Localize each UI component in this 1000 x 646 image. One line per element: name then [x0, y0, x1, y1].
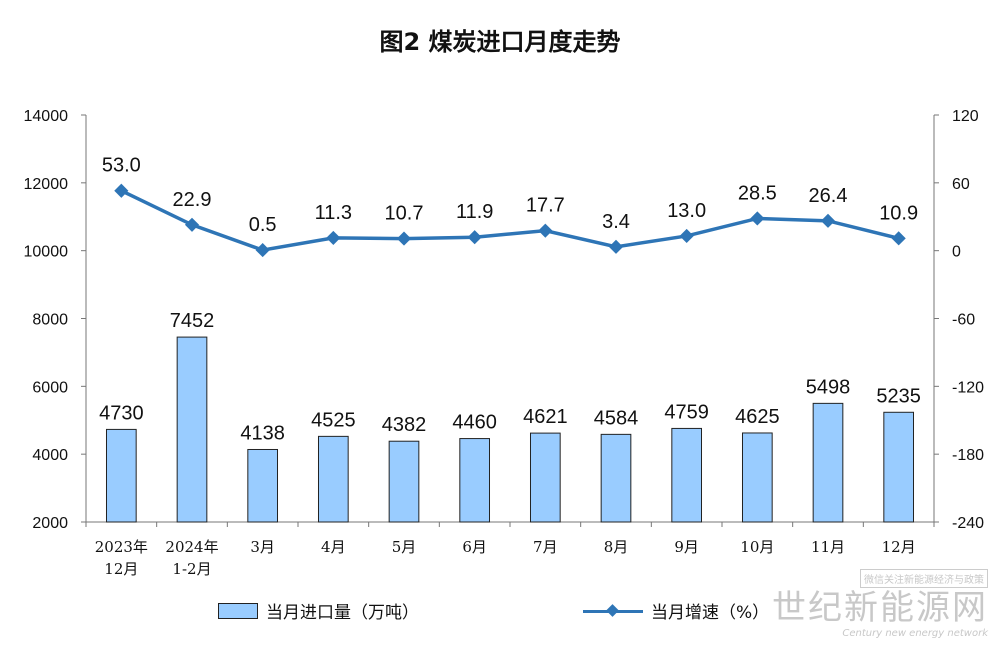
x-tick-label: 6月	[462, 538, 487, 556]
legend-line-label: 当月增速（%）	[651, 603, 770, 623]
watermark-small: 微信关注新能源经济与政策	[860, 569, 988, 588]
growth-point	[750, 211, 765, 226]
x-tick-label: 7月	[533, 538, 558, 556]
y-left-tick-label: 10000	[24, 244, 69, 261]
y-right-tick-label: 0	[952, 244, 961, 261]
bar-data-label: 4621	[523, 406, 568, 428]
x-tick-label: 3月	[250, 538, 275, 556]
bar-data-label: 7452	[170, 310, 215, 332]
bar	[812, 402, 844, 523]
legend-bar[interactable]: 当月进口量（万吨）	[218, 598, 419, 623]
x-tick-label: 9月	[674, 538, 699, 556]
growth-point	[326, 230, 341, 245]
legend-bar-swatch	[218, 602, 258, 619]
bar-data-label: 4730	[99, 402, 144, 424]
growth-point	[114, 183, 129, 198]
line-data-label: 11.9	[456, 201, 493, 223]
watermark-logo: 世纪新能源网	[772, 588, 988, 628]
legend-line[interactable]: 当月增速（%）	[583, 598, 769, 623]
growth-point	[255, 243, 270, 258]
y-left-tick-label: 8000	[32, 312, 68, 329]
bar	[883, 411, 915, 523]
bar-data-label: 4584	[594, 407, 639, 429]
legend-bar-label: 当月进口量（万吨）	[266, 603, 419, 623]
x-tick-label: 12月	[882, 538, 916, 556]
y-right-tick-label: -120	[952, 379, 984, 396]
x-tick-label: 8月	[604, 538, 629, 556]
bar-data-label: 4525	[311, 409, 356, 431]
line-data-label: 22.9	[173, 189, 212, 211]
growth-point	[538, 223, 553, 238]
bar	[529, 432, 561, 523]
chart-title: 图2 煤炭进口月度走势	[379, 28, 621, 56]
bar-data-label: 4460	[452, 412, 497, 434]
y-left-tick-label: 12000	[24, 176, 69, 193]
x-tick-label: 4月	[321, 538, 346, 556]
growth-point	[820, 213, 836, 228]
line-data-label: 3.4	[602, 211, 630, 233]
y-left-tick-label: 14000	[24, 108, 69, 125]
line-data-label: 10.7	[385, 203, 424, 225]
line-data-label: 28.5	[738, 182, 777, 204]
y-left-tick-label: 6000	[32, 379, 68, 396]
x-tick-label: 2024年	[165, 538, 218, 556]
x-tick-label: 10月	[740, 538, 774, 556]
growth-point	[467, 230, 482, 245]
x-tick-label: 1-2月	[172, 560, 211, 578]
y-left-tick-label: 2000	[32, 515, 68, 532]
line-data-label: 11.3	[315, 202, 352, 224]
bar	[459, 438, 491, 523]
bar	[388, 440, 420, 523]
growth-point	[396, 231, 412, 246]
growth-point	[679, 228, 694, 244]
bar-data-label: 4382	[382, 414, 427, 436]
x-tick-label: 2023年	[95, 538, 148, 556]
bar-data-label: 5498	[806, 376, 851, 398]
bar	[105, 428, 137, 523]
x-tick-label: 5月	[392, 538, 417, 556]
y-right-tick-label: -240	[952, 515, 984, 532]
bar	[600, 433, 632, 523]
bar-data-label: 4759	[664, 401, 709, 423]
y-right-tick-label: -180	[952, 447, 984, 464]
line-data-label: 0.5	[249, 214, 277, 236]
growth-point	[184, 217, 200, 232]
line-data-label: 13.0	[667, 200, 706, 222]
bar	[317, 435, 349, 523]
bar	[741, 432, 773, 523]
y-right-tick-label: 120	[952, 108, 979, 125]
legend-line-swatch	[583, 603, 643, 618]
line-data-label: 17.7	[526, 195, 565, 217]
watermark: 微信关注新能源经济与政策 世纪新能源网 Century new energy n…	[772, 568, 988, 639]
bar-data-label: 5235	[876, 385, 921, 407]
y-right-tick-label: 60	[952, 176, 970, 193]
growth-point	[891, 231, 906, 246]
growth-point	[608, 239, 624, 254]
line-data-label: 26.4	[809, 185, 848, 207]
line-data-label: 10.9	[879, 202, 918, 224]
growth-line	[120, 189, 900, 252]
y-left-tick-label: 4000	[32, 447, 68, 464]
x-tick-label: 11月	[811, 538, 845, 556]
bar	[247, 448, 279, 523]
bar	[671, 427, 703, 523]
bar-data-label: 4138	[240, 422, 285, 444]
x-tick-label: 12月	[104, 560, 138, 578]
bar	[176, 336, 208, 523]
line-data-label: 53.0	[102, 155, 141, 177]
bar-data-label: 4625	[735, 406, 780, 428]
y-right-tick-label: -60	[952, 312, 975, 329]
watermark-english: Century new energy network	[842, 628, 988, 639]
